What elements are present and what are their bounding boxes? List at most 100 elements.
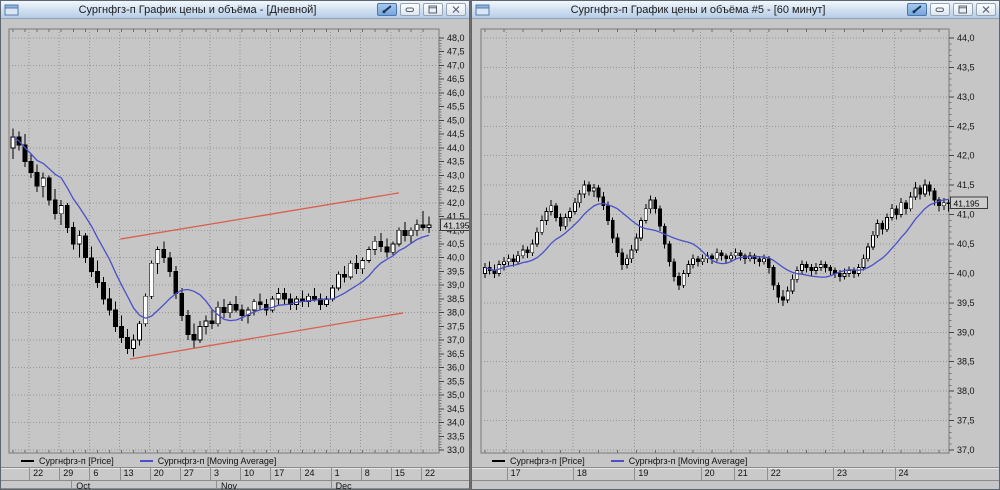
- link-tool-button[interactable]: [907, 3, 927, 16]
- y-axis-label: 46,0: [447, 88, 465, 98]
- candle-body: [908, 196, 913, 210]
- x-axis-month-cell: Oct: [71, 481, 221, 489]
- candle-body: [125, 336, 130, 349]
- candle-body: [899, 202, 904, 215]
- candle-body: [771, 267, 776, 286]
- y-axis-label: 37,5: [447, 321, 465, 331]
- candle-body: [601, 196, 606, 207]
- candle-body: [880, 222, 885, 230]
- candle-body: [766, 258, 771, 268]
- legend-price-label: Сургнфгз-п [Price]: [39, 456, 114, 466]
- candle-body: [233, 304, 239, 311]
- close-button[interactable]: [976, 3, 996, 16]
- y-axis-label: 33,5: [447, 431, 465, 441]
- maximize-button[interactable]: [953, 3, 973, 16]
- price-series-swatch: [492, 460, 505, 462]
- ma-series-swatch: [610, 460, 624, 462]
- window-title: Сургнфгз-п График цены и объёма - [Дневн…: [78, 3, 317, 16]
- candle-body: [582, 184, 587, 195]
- link-tool-button[interactable]: [377, 3, 397, 16]
- close-icon: [452, 6, 460, 13]
- price-chart-canvas-hourly[interactable]: 44,0 43,5 43,0 42,5 42,0 41,5 41,0 40,5 40,0 39,5…: [472, 19, 999, 455]
- titlebar[interactable]: Сургнфгз-п График цены и объёма - [Дневн…: [1, 1, 469, 19]
- candle-body: [790, 278, 795, 292]
- candle-body: [173, 271, 179, 294]
- y-axis-label: 44,0: [957, 33, 975, 43]
- candle-body: [714, 252, 719, 260]
- x-axis-day-cell: 8: [360, 468, 395, 480]
- y-axis-label: 43,0: [957, 92, 975, 102]
- candle-body: [76, 235, 82, 245]
- system-menu-icon[interactable]: [4, 4, 19, 16]
- candle-body: [378, 240, 384, 248]
- y-axis-label: 35,0: [447, 390, 465, 400]
- y-axis-label: 41,5: [957, 180, 975, 190]
- chart-window-hourly: Сургнфгз-п График цены и объёма #5 - [60…: [471, 0, 1000, 490]
- candle-body: [875, 222, 880, 236]
- y-axis-label: 48,0: [447, 33, 465, 43]
- x-axis-day-cell: 19: [634, 468, 704, 480]
- y-axis-label: 44,5: [447, 129, 465, 139]
- candle-body: [197, 325, 203, 341]
- candle-body: [800, 264, 804, 271]
- x-axis-day-cell: 17: [270, 468, 304, 480]
- candle-body: [396, 229, 402, 245]
- candle-body: [281, 293, 287, 300]
- candle-body: [372, 240, 378, 250]
- minimize-button[interactable]: [930, 3, 950, 16]
- candle-body: [64, 205, 70, 228]
- legend-ma-item: Сургнфгз-п [Moving Average]: [610, 456, 747, 466]
- candle-body: [733, 252, 738, 257]
- candle-body: [58, 205, 64, 215]
- candle-body: [785, 290, 790, 301]
- candle-body: [795, 270, 800, 280]
- candle-body: [700, 258, 705, 263]
- candle-body: [390, 243, 396, 253]
- candle-body: [563, 217, 568, 227]
- maximize-button[interactable]: [423, 3, 443, 16]
- price-chart-canvas-daily[interactable]: 48,0 47,5 47,0 46,5 46,0 45,5 45,0 44,5 44,0 43,5…: [1, 19, 469, 455]
- titlebar[interactable]: Сургнфгз-п График цены и объёма #5 - [60…: [472, 1, 999, 19]
- system-menu-icon[interactable]: [475, 4, 490, 16]
- x-axis-day-cell: 24: [300, 468, 334, 480]
- x-axis-day-cell: 21: [733, 468, 771, 480]
- candle-body: [629, 249, 634, 260]
- candle-body: [695, 258, 700, 263]
- minimize-button[interactable]: [400, 3, 420, 16]
- y-axis-label: 41,0: [957, 210, 975, 220]
- y-axis-label: 38,0: [447, 308, 465, 318]
- candle-body: [330, 287, 335, 300]
- candle-body: [245, 309, 251, 316]
- y-axis-label: 38,0: [957, 386, 975, 396]
- x-axis-day-cell: 6: [89, 468, 123, 480]
- y-axis-label: 42,5: [447, 184, 465, 194]
- trendline: [120, 192, 400, 240]
- y-axis-label: 44,0: [447, 143, 465, 153]
- candle-body: [610, 220, 615, 239]
- x-axis-day-cell: 15: [390, 468, 425, 480]
- close-button[interactable]: [446, 3, 466, 16]
- candle-body: [672, 261, 677, 277]
- candle-body: [70, 227, 76, 245]
- x-axis-day-cell: 13: [119, 468, 154, 480]
- x-axis-day-row: 17 18 19 20 21 22 23 24: [472, 467, 999, 481]
- price-series-swatch: [21, 460, 34, 462]
- y-axis-label: 43,5: [447, 157, 465, 167]
- y-axis-label: 40,0: [957, 268, 975, 278]
- candle-body: [904, 202, 908, 210]
- candle-body: [306, 295, 311, 303]
- y-axis-label: 40,5: [447, 239, 465, 249]
- candle-body: [941, 202, 946, 207]
- legend-ma-label: Сургнфгз-п [Moving Average]: [157, 456, 277, 466]
- y-axis-label: 42,5: [957, 121, 975, 131]
- candle-body: [179, 293, 185, 316]
- candle-body: [408, 229, 414, 237]
- y-axis-label: 47,5: [447, 47, 465, 57]
- plot-frame: [480, 28, 950, 454]
- candle-body: [155, 249, 161, 264]
- candle-body: [354, 262, 360, 270]
- y-axis-label: 45,5: [447, 102, 465, 112]
- x-axis-month-row: Oct Nov Dec: [1, 481, 469, 489]
- y-axis-label: 38,5: [447, 294, 465, 304]
- candle-body: [852, 270, 856, 274]
